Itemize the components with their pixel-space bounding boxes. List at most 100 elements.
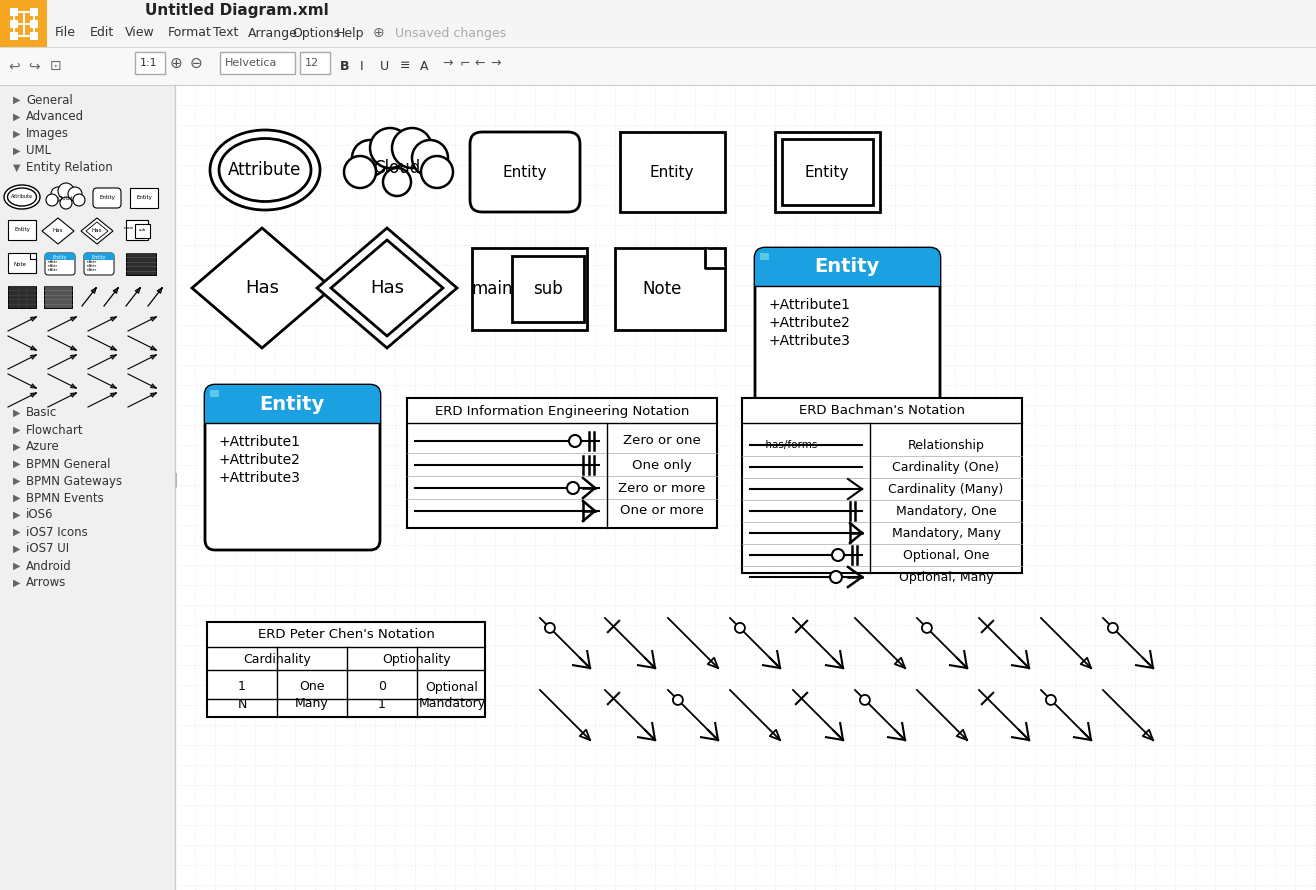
Text: Mandatory, One: Mandatory, One: [896, 505, 996, 517]
Bar: [205, 407, 380, 423]
Circle shape: [370, 128, 411, 168]
Text: ⊕: ⊕: [170, 55, 183, 70]
Text: Azure: Azure: [26, 441, 59, 454]
Polygon shape: [332, 240, 443, 336]
Bar: [136, 224, 150, 238]
Text: 1: 1: [238, 681, 246, 693]
Text: Unsaved changes: Unsaved changes: [395, 27, 507, 39]
Bar: [620, 132, 725, 212]
FancyBboxPatch shape: [205, 385, 380, 423]
Text: B: B: [340, 60, 350, 72]
Text: Android: Android: [26, 560, 72, 572]
Text: main: main: [471, 280, 513, 298]
FancyBboxPatch shape: [755, 248, 940, 413]
Text: Note: Note: [13, 262, 26, 266]
FancyBboxPatch shape: [470, 132, 580, 212]
Circle shape: [1108, 623, 1117, 633]
Text: Optionality: Optionality: [383, 652, 451, 666]
Text: main: main: [124, 226, 134, 230]
Text: Mandatory: Mandatory: [418, 698, 486, 710]
Text: Entity: Entity: [99, 196, 114, 200]
Bar: [512, 256, 584, 322]
Text: Entity: Entity: [136, 196, 151, 200]
Text: +Attribute1: +Attribute1: [218, 435, 301, 449]
Text: Mandatory, Many: Mandatory, Many: [891, 527, 1000, 539]
Text: One or more: One or more: [620, 505, 704, 517]
Text: Entity: Entity: [503, 165, 547, 180]
Circle shape: [51, 187, 64, 201]
Bar: [175, 85, 1316, 890]
FancyBboxPatch shape: [45, 253, 75, 275]
Bar: [130, 188, 158, 208]
Text: BPMN Events: BPMN Events: [26, 491, 104, 505]
Text: Format: Format: [168, 27, 212, 39]
Polygon shape: [86, 222, 108, 240]
Circle shape: [412, 140, 447, 176]
Circle shape: [569, 435, 580, 447]
Text: Entity: Entity: [53, 255, 67, 260]
Text: |: |: [174, 473, 178, 487]
Text: General: General: [26, 93, 72, 107]
Ellipse shape: [211, 130, 320, 210]
Text: Has: Has: [245, 279, 279, 297]
Bar: [300, 52, 330, 74]
Circle shape: [68, 187, 82, 201]
Text: Zero or one: Zero or one: [622, 434, 701, 448]
Text: ERD Bachman's Notation: ERD Bachman's Notation: [799, 404, 965, 417]
Text: File: File: [55, 27, 76, 39]
Text: Has: Has: [370, 279, 404, 297]
Text: Zero or more: Zero or more: [619, 481, 705, 495]
Text: Help: Help: [336, 27, 365, 39]
Circle shape: [392, 128, 432, 168]
Text: Optional, One: Optional, One: [903, 548, 990, 562]
Text: One only: One only: [632, 458, 692, 472]
Bar: [472, 248, 587, 330]
FancyBboxPatch shape: [93, 188, 121, 208]
Text: +Attribute3: +Attribute3: [218, 471, 301, 485]
Bar: [742, 398, 1023, 573]
Circle shape: [567, 482, 579, 494]
Text: ▶: ▶: [13, 510, 21, 520]
Circle shape: [58, 183, 74, 199]
Circle shape: [72, 194, 86, 206]
Bar: [0, 47, 1316, 85]
Text: Note: Note: [642, 280, 682, 298]
Text: Attribute: Attribute: [11, 195, 33, 199]
Bar: [45, 257, 75, 260]
Text: ↪: ↪: [28, 59, 39, 73]
Polygon shape: [705, 248, 725, 268]
Text: +Attr: +Attr: [47, 268, 58, 272]
Text: +Attribute3: +Attribute3: [769, 334, 851, 348]
Polygon shape: [317, 228, 457, 348]
Circle shape: [1046, 695, 1055, 705]
Circle shape: [734, 623, 745, 633]
Text: A: A: [420, 60, 429, 72]
Text: Cardinality (Many): Cardinality (Many): [888, 482, 1004, 496]
Bar: [30, 32, 38, 40]
Circle shape: [545, 623, 555, 633]
Bar: [615, 248, 725, 330]
Text: +Attr: +Attr: [47, 264, 58, 268]
Circle shape: [832, 549, 844, 561]
Text: ▶: ▶: [13, 561, 21, 571]
Text: Advanced: Advanced: [26, 110, 84, 124]
Text: ▶: ▶: [13, 527, 21, 537]
Bar: [0, 85, 175, 890]
Text: +Attribute2: +Attribute2: [769, 316, 851, 330]
Text: 0: 0: [378, 681, 386, 693]
Text: Entity: Entity: [92, 255, 107, 260]
Text: Entity: Entity: [805, 165, 849, 180]
Text: ▶: ▶: [13, 146, 21, 156]
Text: Entity: Entity: [815, 257, 879, 277]
Ellipse shape: [4, 185, 39, 209]
Bar: [207, 622, 486, 717]
Bar: [30, 20, 38, 28]
Text: Cloud: Cloud: [58, 197, 74, 201]
Bar: [755, 270, 940, 286]
Text: Many: Many: [295, 698, 329, 710]
FancyBboxPatch shape: [755, 248, 940, 286]
Text: Basic: Basic: [26, 407, 58, 419]
Text: ▶: ▶: [13, 442, 21, 452]
Text: —has/forms—: —has/forms—: [755, 440, 828, 450]
Text: sub: sub: [533, 280, 563, 298]
